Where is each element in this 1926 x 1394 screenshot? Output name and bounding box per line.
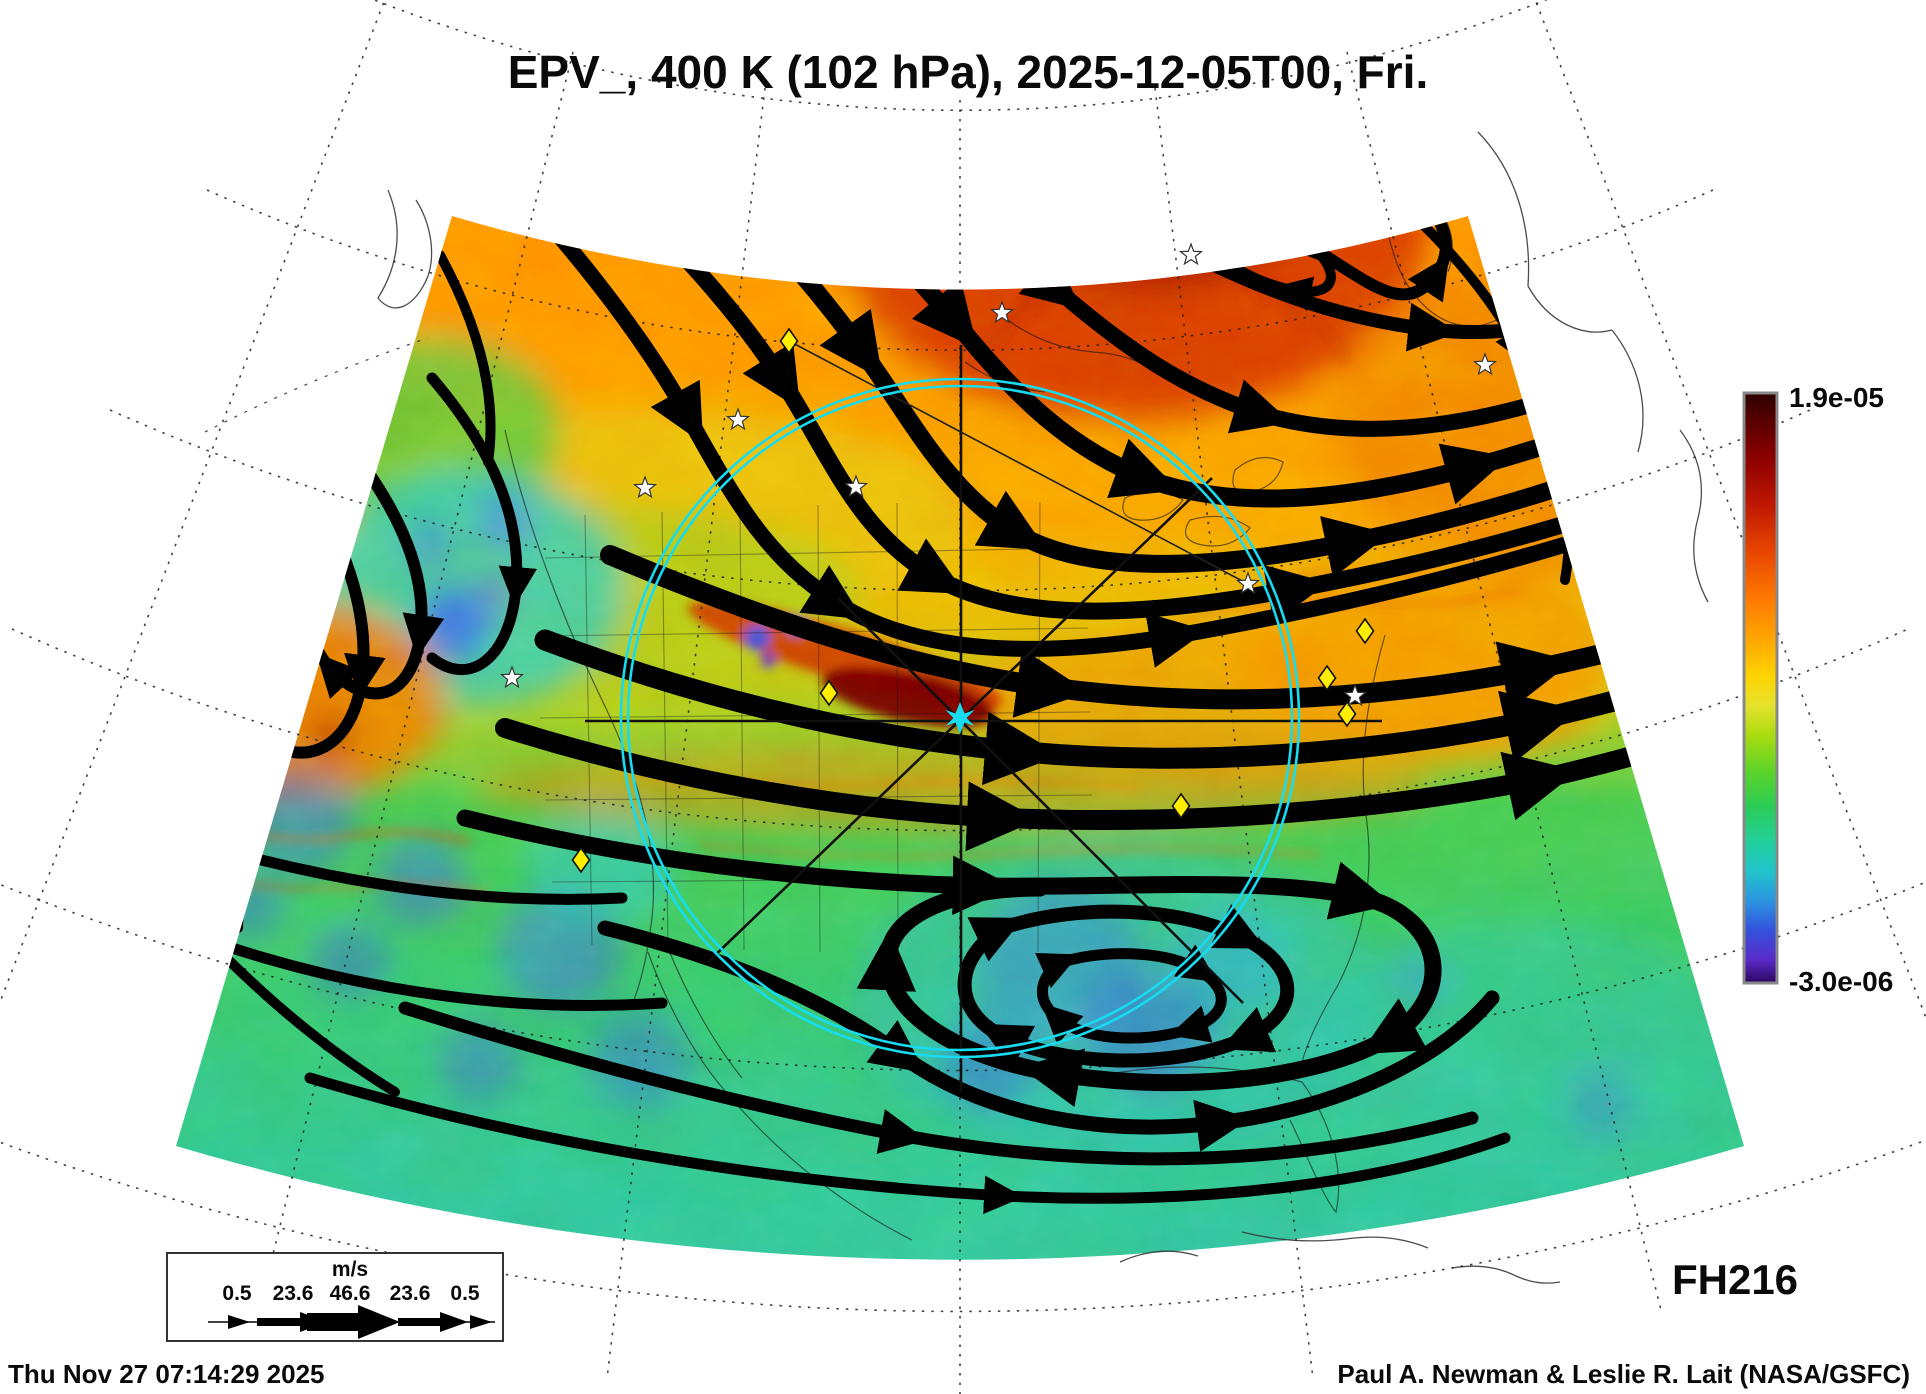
wind-legend-value: 23.6 [273,1282,314,1305]
credit-text: Paul A. Newman & Leslie R. Lait (NASA/GS… [1337,1359,1910,1389]
wind-legend-value: 46.6 [330,1282,371,1305]
wind-speed-legend: m/s 0.5 23.6 46.6 23.6 0.5 [166,1252,504,1342]
figure-title: EPV_, 400 K (102 hPa), 2025-12-05T00, Fr… [508,46,1429,98]
trajectory-line [788,340,1249,585]
epv-color-field [176,216,1744,1260]
margin-coastlines [204,131,1709,1284]
forecast-hour-label: FH216 [1672,1256,1798,1303]
colorbar-gradient [1742,391,1779,985]
wind-legend-value: 23.6 [390,1282,431,1305]
timestamp-text: Thu Nov 27 07:14:29 2025 [8,1359,325,1389]
colorbar: 1.9e-05 -3.0e-06 [1742,382,1893,997]
colorbar-max-label: 1.9e-05 [1789,382,1884,413]
colorbar-min-label: -3.0e-06 [1789,966,1893,997]
center-star-marker [945,702,975,734]
range-circle [619,377,1301,1059]
wind-legend-value: 0.5 [450,1282,480,1305]
wind-legend-arrows [208,1305,495,1339]
wind-legend-value: 0.5 [222,1282,252,1305]
wind-legend-units: m/s [332,1258,368,1281]
station-star-marker [1179,243,1203,265]
